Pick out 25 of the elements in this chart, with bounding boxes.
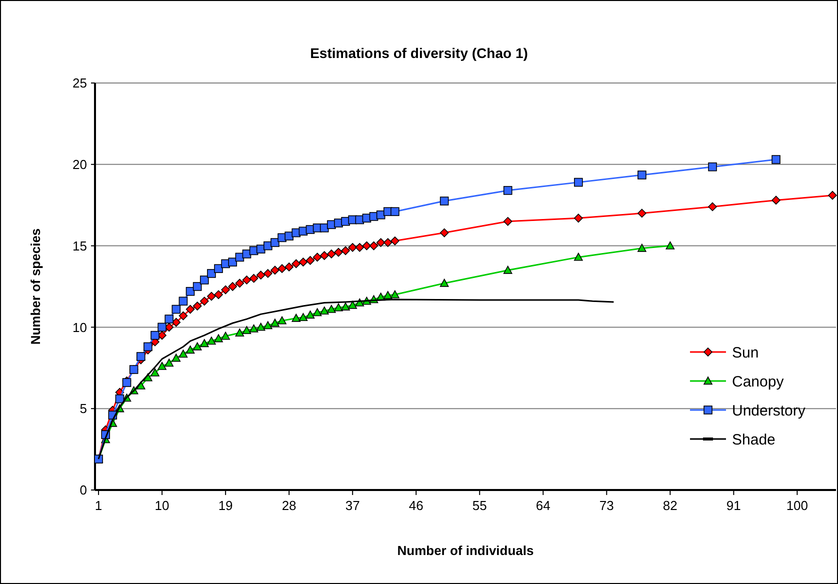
x-tick-label: 19: [218, 498, 233, 513]
y-tick-label: 10: [72, 320, 87, 335]
x-tick-label: 91: [726, 498, 741, 513]
legend-label: Shade: [732, 431, 776, 448]
x-tick-label: 10: [154, 498, 170, 513]
y-tick-label: 0: [80, 482, 87, 498]
x-tick-label: 55: [472, 498, 487, 513]
legend-label: Canopy: [732, 373, 784, 390]
y-tick-label: 15: [72, 238, 87, 254]
y-axis-title: Number of species: [28, 228, 43, 345]
y-tick-label: 5: [80, 401, 87, 416]
x-tick-label: 1: [94, 498, 102, 513]
x-tick-label: 64: [536, 498, 550, 513]
legend-label: Understory: [732, 402, 806, 420]
x-tick-label: 100: [786, 498, 808, 513]
x-axis-title: Number of individuals: [397, 543, 534, 558]
x-tick-label: 73: [599, 498, 614, 513]
chart-title: Estimations of diversity (Chao 1): [310, 45, 528, 61]
x-tick-label: 46: [408, 498, 424, 513]
x-tick-label: 28: [282, 498, 296, 513]
y-tick-label: 20: [72, 156, 87, 172]
x-tick-label: 82: [662, 498, 678, 513]
legend-label: Sun: [732, 344, 759, 362]
x-tick-label: 37: [345, 498, 360, 513]
y-tick-label: 25: [72, 76, 87, 91]
